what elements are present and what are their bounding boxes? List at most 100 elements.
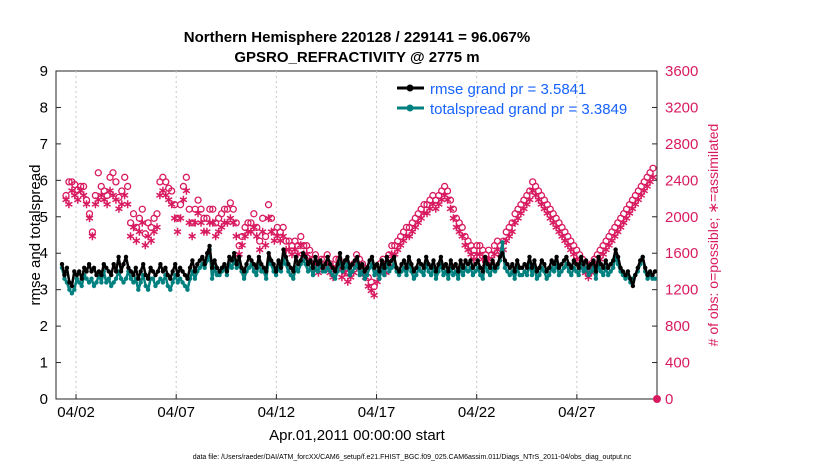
obs-possible-point	[649, 164, 657, 172]
rmse-point	[276, 258, 281, 263]
obs-possible-point	[250, 210, 258, 218]
obs-assimilated-point: ∗	[73, 193, 83, 207]
spread-point	[165, 283, 170, 289]
obs-assimilated-point: ∗	[143, 229, 153, 243]
rmse-point	[126, 265, 131, 270]
obs-assimilated-point: ∗	[84, 211, 94, 225]
rmse-point	[109, 272, 114, 278]
rmse-point	[91, 265, 97, 270]
obs-possible-point	[153, 210, 161, 218]
rmse-point	[401, 258, 407, 263]
spread-point	[180, 280, 185, 285]
obs-assimilated-point: ∗	[624, 206, 634, 220]
legend: rmse grand pr = 3.5841 totalspread grand…	[397, 81, 627, 118]
rmse-point	[421, 265, 426, 270]
spread-point	[362, 276, 367, 281]
rmse-point	[214, 265, 220, 270]
obs-assimilated-point: ∗	[404, 229, 414, 243]
spread-point	[347, 272, 353, 278]
rmse-point	[303, 254, 308, 260]
right-tick-label: 1200	[665, 282, 698, 299]
obs-assimilated-point: ∗	[202, 224, 212, 238]
obs-assimilated-point: ∗	[519, 202, 529, 216]
obs-possible-point	[132, 223, 141, 232]
rmse-point	[473, 262, 478, 267]
x-tick-label: 04/12	[258, 404, 296, 421]
obs-assimilated-point: ∗	[437, 193, 447, 207]
obs-assimilated-point: ∗	[222, 215, 232, 229]
obs-assimilated-point: ∗	[249, 220, 259, 234]
obs-possible-point	[508, 219, 516, 227]
rmse-point	[182, 272, 188, 278]
obs-assimilated-point: ∗	[478, 252, 488, 266]
rmse-point	[148, 265, 153, 270]
spread-point	[84, 276, 89, 281]
rmse-point	[360, 262, 365, 267]
rmse-point	[150, 269, 156, 274]
spread-point	[264, 276, 269, 281]
spread-point	[155, 280, 161, 285]
spread-point	[328, 269, 333, 274]
obs-assimilated-point: ∗	[636, 188, 646, 202]
rmse-point	[113, 269, 119, 274]
x-tick-label: 04/27	[558, 404, 596, 421]
spread-point	[254, 272, 259, 278]
spread-point	[524, 272, 530, 278]
obs-assimilated-point: ∗	[472, 247, 482, 261]
x-tick-label: 04/22	[458, 404, 496, 421]
rmse-point	[180, 269, 185, 274]
rmse-point	[123, 254, 129, 260]
rmse-point	[490, 258, 495, 263]
obs-assimilated-point: ∗	[76, 183, 86, 197]
obs-assimilated-point: ∗	[387, 247, 397, 261]
rmse-point	[187, 265, 193, 270]
obs-assimilated-point: ∗	[416, 211, 426, 225]
obs-assimilated-point: ∗	[516, 206, 526, 220]
obs-assimilated-point: ∗	[184, 215, 194, 229]
spread-point	[544, 276, 549, 281]
obs-assimilated-point: ∗	[393, 243, 403, 257]
rmse-point	[350, 262, 355, 267]
rmse-point	[483, 254, 488, 260]
spread-point	[441, 272, 446, 278]
spread-point	[185, 287, 190, 292]
obs-assimilated-point: ∗	[234, 247, 244, 261]
obs-assimilated-point: ∗	[445, 202, 455, 216]
obs-assimilated-point: ∗	[443, 193, 453, 207]
obs-assimilated-point: ∗	[422, 206, 432, 220]
spread-point	[411, 276, 417, 281]
obs-assimilated-point: ∗	[302, 247, 312, 261]
rmse-point	[212, 258, 217, 263]
rmse-point	[286, 262, 291, 267]
x-tick-label: 04/17	[358, 404, 396, 421]
obs-assimilated-point: ∗	[619, 215, 629, 229]
obs-assimilated-point: ∗	[87, 229, 97, 243]
rmse-point	[291, 269, 296, 274]
spread-point	[547, 272, 552, 278]
spread-point	[480, 276, 485, 281]
rmse-point	[246, 254, 252, 260]
rmse-point	[99, 272, 104, 278]
rmse-point	[392, 254, 397, 260]
spread-point	[502, 265, 508, 270]
rmse-point	[453, 262, 458, 267]
rmse-point	[478, 265, 483, 270]
rmse-point	[261, 265, 266, 270]
rmse-point	[62, 272, 67, 278]
rmse-point	[367, 258, 372, 263]
spread-point	[465, 269, 471, 274]
obs-assimilated-point: ∗	[284, 243, 294, 257]
obs-assimilated-point: ∗	[275, 234, 285, 248]
spread-point	[608, 269, 613, 274]
rmse-point	[197, 258, 202, 263]
obs-possible-point	[458, 223, 466, 232]
rmse-point	[620, 269, 626, 274]
rmse-point	[77, 269, 82, 274]
rmse-point	[583, 258, 589, 263]
obs-assimilated-point: ∗	[607, 234, 617, 248]
obs-possible-point	[112, 178, 120, 186]
obs-assimilated-point: ∗	[231, 229, 241, 243]
obs-possible-point	[220, 205, 229, 213]
rmse-point	[190, 258, 195, 263]
spread-point	[364, 272, 370, 278]
